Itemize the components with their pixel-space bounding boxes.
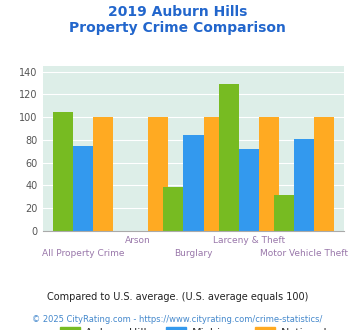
- Text: All Property Crime: All Property Crime: [42, 249, 124, 258]
- Text: Burglary: Burglary: [174, 249, 213, 258]
- Text: 2019 Auburn Hills: 2019 Auburn Hills: [108, 5, 247, 19]
- Text: Motor Vehicle Theft: Motor Vehicle Theft: [260, 249, 348, 258]
- Text: Larceny & Theft: Larceny & Theft: [213, 236, 285, 245]
- Bar: [148, 117, 168, 231]
- Bar: [239, 149, 259, 231]
- Bar: [274, 195, 294, 231]
- Bar: [53, 112, 73, 231]
- Bar: [203, 117, 224, 231]
- Bar: [219, 84, 239, 231]
- Legend: Auburn Hills, Michigan, National: Auburn Hills, Michigan, National: [55, 322, 332, 330]
- Text: Compared to U.S. average. (U.S. average equals 100): Compared to U.S. average. (U.S. average …: [47, 292, 308, 302]
- Text: Arson: Arson: [125, 236, 151, 245]
- Bar: [314, 117, 334, 231]
- Bar: [294, 139, 314, 231]
- Bar: [73, 146, 93, 231]
- Bar: [184, 135, 203, 231]
- Bar: [93, 117, 113, 231]
- Text: Property Crime Comparison: Property Crime Comparison: [69, 21, 286, 35]
- Text: © 2025 CityRating.com - https://www.cityrating.com/crime-statistics/: © 2025 CityRating.com - https://www.city…: [32, 315, 323, 324]
- Bar: [259, 117, 279, 231]
- Bar: [163, 187, 184, 231]
